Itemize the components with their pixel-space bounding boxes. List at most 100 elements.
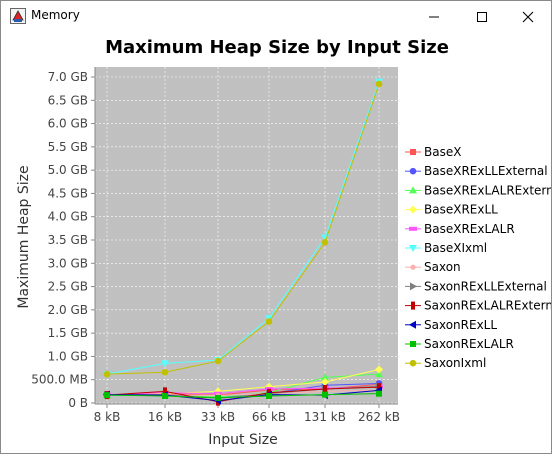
legend-swatch-marker [410, 282, 417, 291]
x-tick-label: 262 kB [358, 410, 400, 424]
legend-item: SaxonIxml [405, 356, 486, 370]
data-point [215, 394, 221, 401]
data-point [163, 387, 167, 396]
legend-label: Saxon [424, 260, 461, 274]
series-SaxonRExLALR [104, 390, 382, 401]
legend-label: BaseXRExLL [424, 203, 498, 217]
close-button[interactable] [505, 1, 551, 32]
data-point [375, 365, 383, 374]
data-point [321, 378, 329, 387]
legend-swatch-marker [409, 167, 417, 175]
data-point [322, 391, 328, 398]
y-tick-label: 5.5 GB [48, 140, 88, 154]
series-line [106, 393, 380, 399]
x-tick-label: 8 kB [94, 410, 121, 424]
data-point [321, 373, 329, 381]
legend-label: BaseX [424, 145, 461, 159]
data-point [104, 392, 110, 399]
legend-box [398, 141, 551, 390]
legend-item: BaseXRExLL [405, 203, 498, 217]
series-line [106, 368, 380, 396]
legend-item: BaseXRExLLExternal [405, 164, 548, 178]
data-point [323, 385, 327, 394]
series-group [103, 78, 383, 406]
legend-label: SaxonRExLALRExternal [424, 299, 551, 313]
title-bar[interactable]: Memory [1, 1, 551, 32]
y-tick-label: 2.5 GB [48, 280, 88, 294]
y-tick-label: 5.0 GB [48, 163, 88, 177]
legend-label: SaxonIxml [424, 356, 486, 370]
legend-item: SaxonRExLALRExternal [405, 299, 551, 313]
legend-swatch-marker [411, 301, 415, 310]
data-point [103, 370, 111, 378]
legend-swatch-marker [409, 205, 417, 214]
x-tick-label: 33 kB [201, 410, 235, 424]
legend: BaseX BaseXRExLLExternal BaseXRExLALRExter… [398, 141, 551, 390]
data-point [214, 357, 222, 365]
minimize-button[interactable] [411, 1, 457, 32]
legend-item: SaxonRExLALR [405, 337, 514, 351]
series-line [106, 386, 380, 396]
legend-label: BaseXRExLALR [424, 222, 515, 236]
y-tick-label: 4.5 GB [48, 186, 88, 200]
legend-item: SaxonRExLL [405, 318, 497, 332]
legend-item: SaxonRExLLExternal [405, 279, 547, 293]
legend-swatch-marker [409, 245, 417, 252]
legend-label: BaseXIxml [424, 241, 487, 255]
legend-item: BaseXRExLALRExternal [405, 183, 551, 197]
x-tick-label: 66 kB [252, 410, 286, 424]
data-point [376, 390, 382, 397]
legend-item: Saxon [405, 260, 461, 274]
legend-swatch-marker [410, 341, 416, 347]
chart-title: Maximum Heap Size by Input Size [105, 37, 449, 58]
series-line [106, 81, 380, 375]
java-app-icon [10, 8, 26, 24]
data-point [161, 368, 169, 376]
y-axis-label: Maximum Heap Size [16, 165, 32, 308]
legend-label: SaxonRExLL [424, 318, 497, 332]
x-axis-label: Input Size [208, 432, 277, 448]
y-tick-label: 6.0 GB [48, 117, 88, 131]
y-tick-label: 7.0 GB [48, 70, 88, 84]
data-point [375, 370, 383, 378]
data-point [161, 360, 169, 368]
y-tick-label: 3.5 GB [48, 233, 88, 247]
legend-label: BaseXRExLALRExternal [424, 183, 551, 197]
grid-lines [94, 67, 398, 405]
legend-swatch-marker [410, 149, 416, 155]
legend-label: SaxonRExLALR [424, 337, 514, 351]
data-point [266, 393, 272, 400]
chart-panel: Maximum Heap Size by Input Size 0 B 500.0… [1, 32, 551, 453]
window-title: Memory [31, 8, 80, 22]
legend-swatch-marker [409, 226, 417, 231]
y-tick-label: 1.0 GB [48, 349, 88, 363]
x-tick-label: 131 kB [304, 410, 346, 424]
y-axis-ticks: 0 B 500.0 MB 1.0 GB 1.5 GB 2.0 GB 2.5 GB 3.0 G… [31, 70, 95, 410]
line-chart: Maximum Heap Size by Input Size 0 B 500.0… [16, 37, 551, 448]
legend-swatch-marker [410, 264, 416, 270]
data-point [377, 383, 381, 392]
data-point [265, 318, 273, 325]
legend-item: BaseXIxml [405, 241, 487, 255]
y-tick-label: 4.0 GB [48, 210, 88, 224]
data-point [375, 80, 383, 88]
x-axis-ticks: 8 kB 16 kB 33 kB 66 kB 131 kB 262 kB [94, 404, 400, 424]
y-tick-label: 500.0 MB [31, 373, 88, 387]
legend-label: BaseXRExLLExternal [424, 164, 548, 178]
y-tick-label: 2.0 GB [48, 303, 88, 317]
minimize-icon [429, 16, 439, 17]
plot-area [95, 67, 398, 404]
data-point [321, 239, 329, 246]
y-tick-label: 6.5 GB [48, 93, 88, 107]
data-point [162, 393, 168, 400]
maximize-button[interactable] [459, 1, 505, 32]
x-tick-label: 16 kB [148, 410, 182, 424]
y-tick-label: 0 B [68, 396, 88, 410]
legend-swatch-marker [409, 320, 416, 329]
legend-item: BaseXRExLALR [405, 222, 515, 236]
y-tick-label: 3.0 GB [48, 256, 88, 270]
y-tick-label: 1.5 GB [48, 326, 88, 340]
legend-item: BaseX [405, 145, 461, 159]
maximize-icon [477, 11, 487, 22]
